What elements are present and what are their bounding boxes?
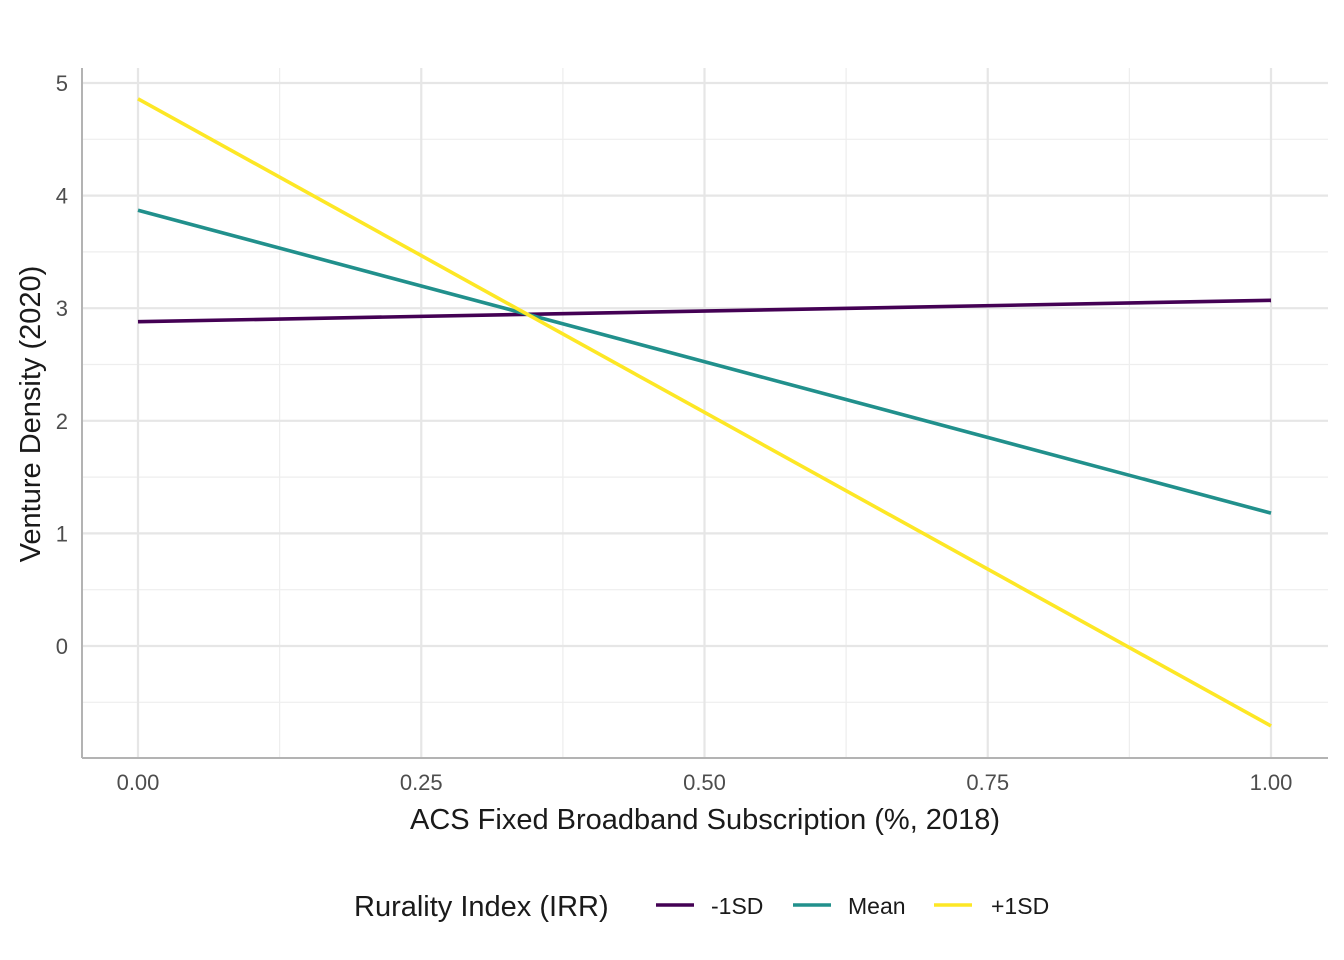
legend-title: Rurality Index (IRR) (354, 891, 609, 923)
y-axis-title: Venture Density (2020) (15, 266, 47, 563)
y-tick-label: 2 (56, 409, 68, 434)
series-line-1sd (137, 97, 1272, 728)
x-tick-label: 0.50 (683, 770, 726, 795)
x-axis-title: ACS Fixed Broadband Subscription (%, 201… (410, 804, 1000, 836)
y-tick-label: 5 (56, 71, 68, 96)
legend-label-3: +1SD (991, 893, 1049, 919)
x-axis-ticks: 0.00 0.25 0.50 0.75 1.00 (117, 770, 1293, 795)
x-tick-label: 1.00 (1250, 770, 1293, 795)
x-tick-label: 0.00 (117, 770, 160, 795)
x-tick-label: 0.75 (966, 770, 1009, 795)
axes (81, 68, 1328, 759)
y-axis-ticks: 0 1 2 3 4 5 (56, 71, 68, 659)
x-tick-label: 0.25 (400, 770, 443, 795)
legend-label-2: Mean (848, 893, 906, 919)
y-tick-label: 4 (56, 184, 68, 209)
legend: Rurality Index (IRR) -1SD Mean +1SD (354, 891, 1049, 923)
series-lines (137, 97, 1272, 728)
y-tick-label: 3 (56, 296, 68, 321)
series-line-mean (137, 208, 1272, 515)
legend-label-1: -1SD (711, 893, 763, 919)
y-tick-label: 0 (56, 634, 68, 659)
series-line-1sd (137, 298, 1272, 324)
y-tick-label: 1 (56, 521, 68, 546)
